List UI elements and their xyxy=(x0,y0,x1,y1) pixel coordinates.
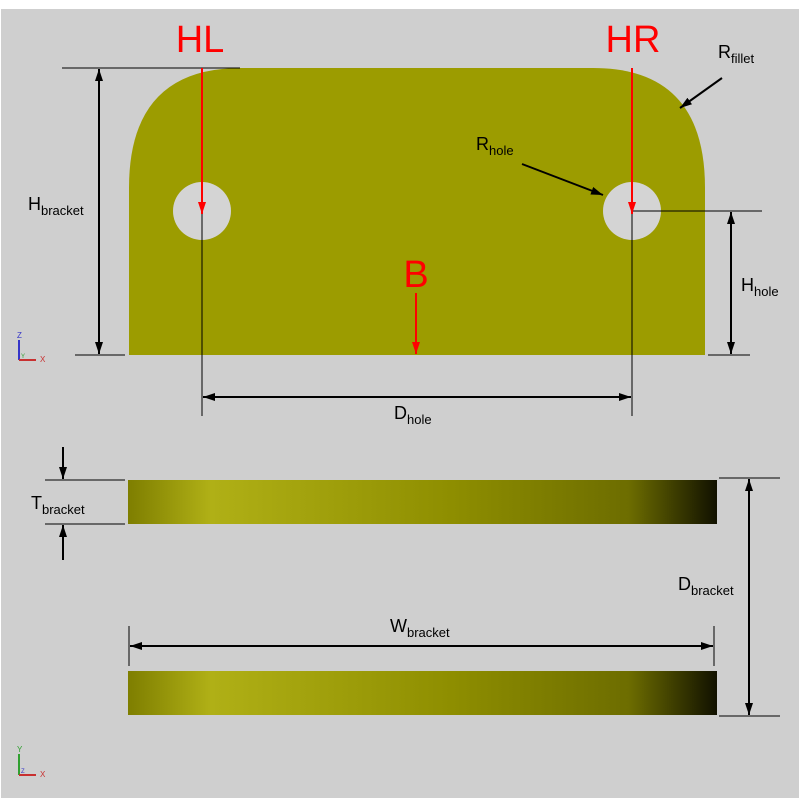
bracket-body xyxy=(129,68,705,355)
d-bracket-label: Dbracket xyxy=(678,574,734,598)
bracket-plate-front-edge xyxy=(128,480,717,524)
t-bracket-label: Tbracket xyxy=(31,493,85,517)
r-fillet-leader xyxy=(679,77,723,109)
bracket-plate-back-edge xyxy=(128,671,717,715)
axis-triad-front: Z X Y xyxy=(17,331,46,364)
z-axis-label: Z xyxy=(17,331,22,340)
h-hole-label: Hhole xyxy=(741,275,779,299)
y-axis-label: Y xyxy=(17,745,23,754)
top-view: Tbracket Wbracket Dbracket Y X Z xyxy=(17,447,780,779)
hr-load-label: HR xyxy=(606,19,661,61)
hl-load-label: HL xyxy=(176,19,225,61)
r-hole-label: Rhole xyxy=(476,134,514,158)
front-view: Hbracket Hhole Dhole Rfillet Rhole HL HR… xyxy=(17,19,779,427)
z-axis-label: Z xyxy=(21,769,25,775)
r-fillet-label: Rfillet xyxy=(718,42,755,66)
w-bracket-label: Wbracket xyxy=(390,616,450,640)
y-axis-label: Y xyxy=(21,354,25,360)
axis-triad-top: Y X Z xyxy=(17,745,46,779)
r-hole-leader xyxy=(521,163,604,196)
h-bracket-label: Hbracket xyxy=(28,194,84,218)
d-hole-label: Dhole xyxy=(394,403,432,427)
x-axis-label: X xyxy=(40,355,46,364)
x-axis-label: X xyxy=(40,770,46,779)
b-load-label: B xyxy=(403,254,428,296)
